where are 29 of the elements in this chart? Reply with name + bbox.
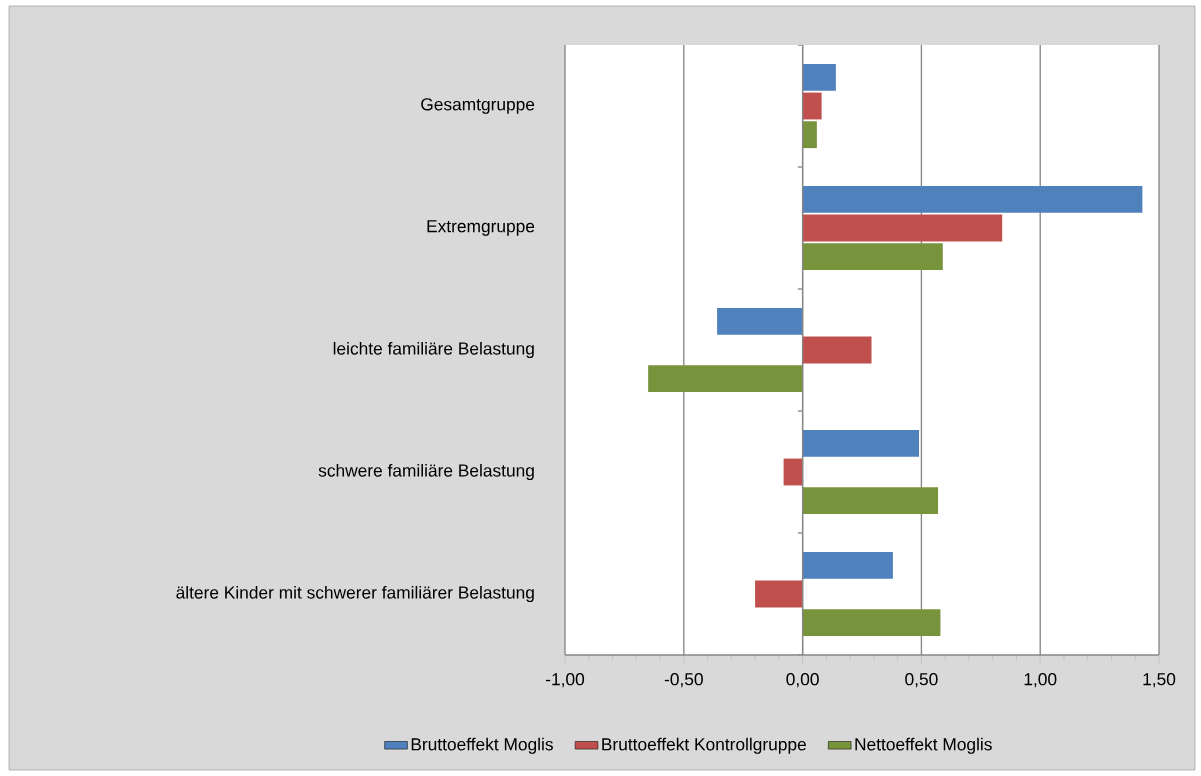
- bar: [783, 458, 803, 486]
- bar: [802, 63, 836, 91]
- bar: [802, 551, 893, 579]
- legend-label: Bruttoeffekt Moglis: [411, 737, 553, 754]
- y-tick-label: Extremgruppe: [427, 220, 535, 236]
- x-tick-label: 1,50: [1143, 673, 1176, 688]
- bar: [802, 487, 939, 515]
- x-tick-label: 0,50: [905, 673, 938, 688]
- bar: [802, 185, 1143, 213]
- legend-label: Nettoeffekt Moglis: [855, 737, 992, 754]
- y-tick-label: schwere familiäre Belastung: [318, 463, 534, 481]
- bar: [648, 365, 803, 393]
- bar: [755, 580, 803, 608]
- y-tick-label: ältere Kinder mit schwerer familiärer Belastung: [176, 585, 534, 603]
- x-tick-label: -1,00: [546, 673, 585, 688]
- bar: [802, 429, 920, 457]
- bar: [802, 214, 1003, 242]
- x-tick-label: 0,00: [786, 673, 819, 688]
- x-tick-label: 1,00: [1024, 673, 1057, 688]
- bar: [802, 609, 941, 637]
- legend-label: Bruttoeffekt Kontrollgruppe: [602, 737, 806, 754]
- y-tick-label: leichte familiäre Belastung: [333, 341, 534, 359]
- bar: [717, 307, 803, 335]
- bar: [802, 121, 817, 149]
- y-tick-label: Gesamtgruppe: [421, 98, 535, 114]
- bar: [802, 92, 822, 120]
- x-tick-label: -0,50: [664, 673, 703, 688]
- bar: [802, 336, 872, 364]
- bar: [802, 243, 943, 271]
